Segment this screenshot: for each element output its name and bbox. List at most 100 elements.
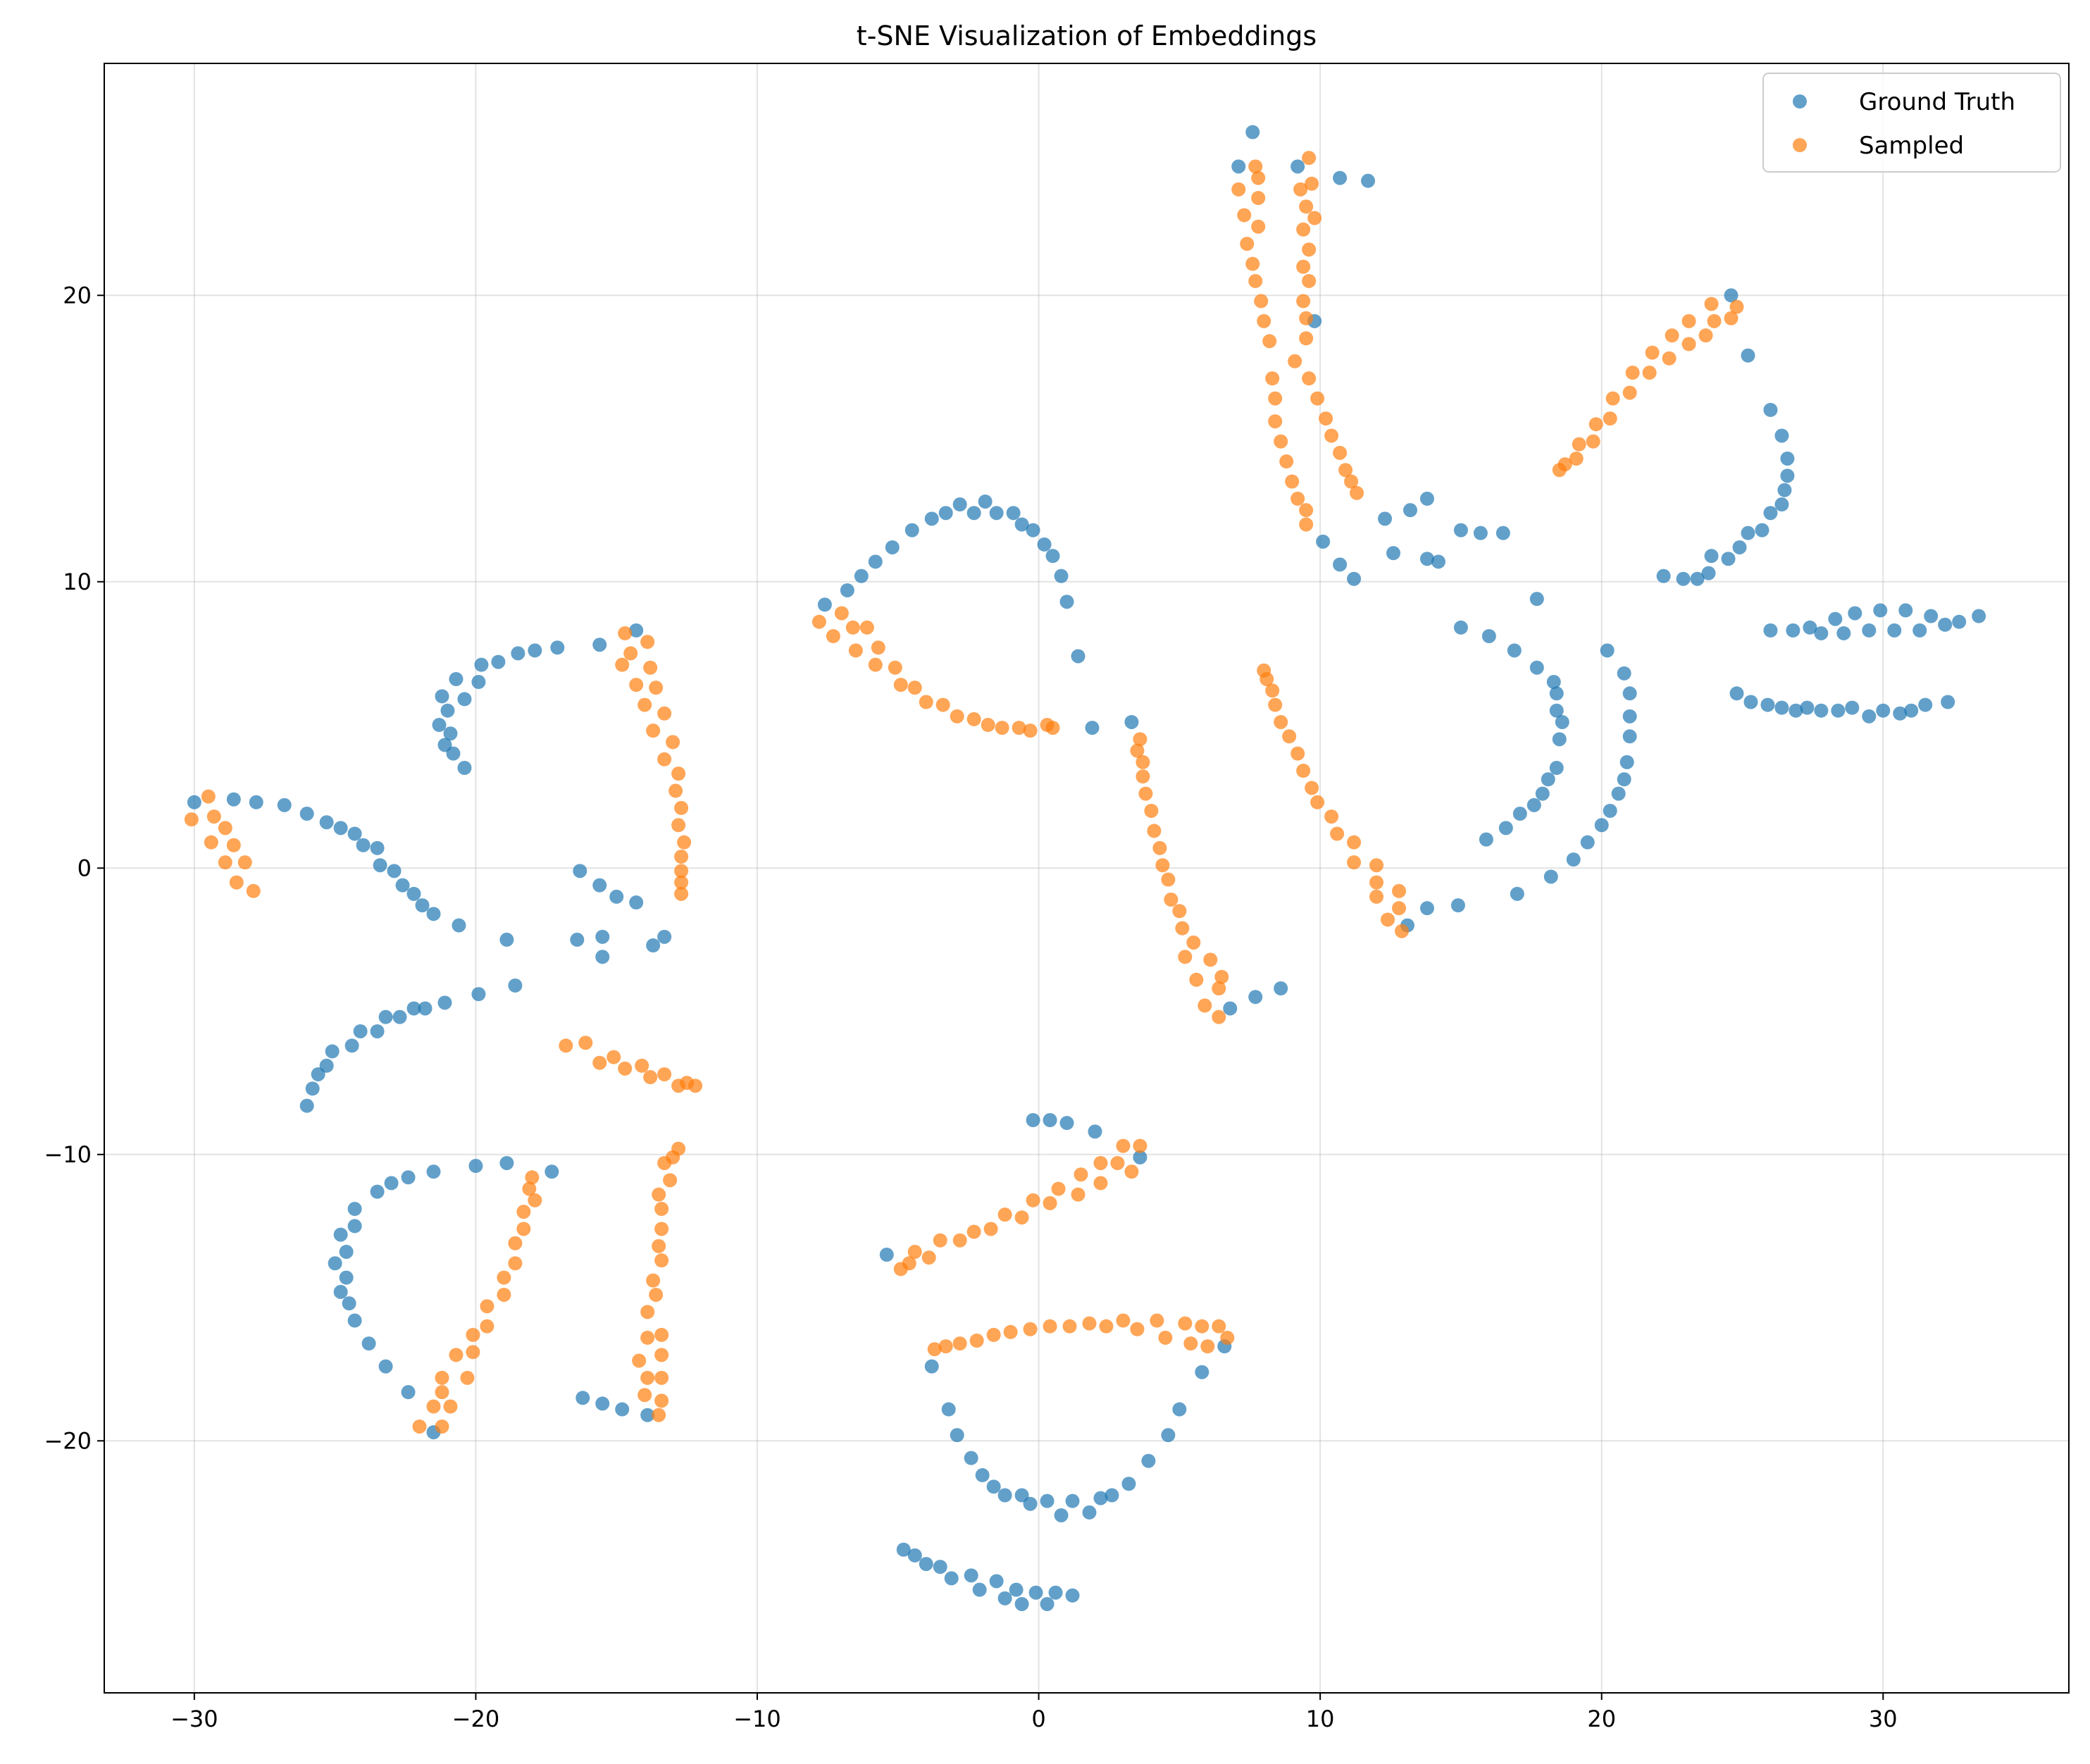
- y-tick-label: −10: [44, 1141, 92, 1168]
- scatter-point: [435, 1370, 449, 1385]
- scatter-point: [1800, 700, 1815, 715]
- scatter-point: [654, 1327, 669, 1342]
- scatter-point: [952, 497, 967, 512]
- scatter-point: [1403, 503, 1418, 518]
- scatter-point: [1952, 614, 1967, 629]
- scatter-point: [1918, 697, 1933, 712]
- scatter-point: [1836, 626, 1851, 640]
- scatter-point: [629, 678, 644, 692]
- scatter-point: [333, 1284, 348, 1299]
- scatter-point: [938, 1339, 953, 1354]
- scatter-point: [508, 1256, 523, 1271]
- scatter-point: [615, 657, 630, 672]
- scatter-point: [1299, 517, 1314, 532]
- scatter-point: [339, 1270, 354, 1285]
- scatter-point: [344, 1038, 359, 1053]
- scatter-point: [1212, 1010, 1226, 1024]
- scatter-point: [978, 494, 993, 509]
- scatter-point: [1704, 549, 1719, 564]
- scatter-point: [902, 1256, 916, 1271]
- scatter-point: [868, 657, 883, 672]
- scatter-point: [1183, 1336, 1198, 1351]
- scatter-point: [1037, 537, 1052, 552]
- axis-ticks: −30 −20 −10 0 10 20 30 −20 −10 0 10 20: [44, 282, 1897, 1732]
- scatter-point: [1231, 159, 1246, 174]
- scatter-point: [443, 726, 458, 741]
- series-0: [187, 125, 1986, 1611]
- scatter-point: [671, 818, 686, 833]
- scatter-point: [1014, 1488, 1029, 1503]
- scatter-point: [1155, 858, 1170, 873]
- scatter-point: [975, 1468, 990, 1483]
- scatter-point: [378, 1359, 393, 1374]
- scatter-point: [460, 1370, 475, 1385]
- scatter-point: [1845, 700, 1860, 715]
- scatter-point: [1333, 170, 1348, 185]
- scatter-point: [1310, 391, 1325, 406]
- scatter-point: [950, 709, 964, 723]
- scatter-point: [1617, 772, 1631, 787]
- scatter-point: [1814, 703, 1829, 718]
- scatter-point: [373, 858, 387, 873]
- scatter-point: [950, 1428, 964, 1443]
- scatter-point: [1093, 1491, 1108, 1505]
- scatter-point: [1656, 569, 1671, 583]
- scatter-point: [1481, 629, 1496, 644]
- scatter-point: [834, 606, 849, 621]
- scatter-point: [449, 1348, 464, 1362]
- scatter-point: [1453, 523, 1468, 538]
- scatter-point: [907, 1548, 922, 1563]
- scatter-point: [1529, 660, 1544, 675]
- scatter-point: [1014, 1210, 1029, 1225]
- scatter-point: [1014, 1596, 1029, 1611]
- scatter-point: [654, 1370, 669, 1385]
- scatter-point: [446, 746, 461, 761]
- scatter-point: [879, 1248, 894, 1262]
- scatter-point: [1023, 1322, 1038, 1336]
- scatter-point: [1645, 345, 1660, 360]
- scatter-point: [811, 614, 826, 629]
- scatter-point: [1124, 1164, 1139, 1179]
- scatter-point: [629, 623, 644, 638]
- scatter-point: [1231, 182, 1246, 197]
- scatter-point: [646, 1273, 661, 1288]
- scatter-point: [1617, 666, 1631, 681]
- scatter-point: [1729, 299, 1744, 314]
- scatter-point: [1893, 706, 1908, 721]
- chart-title: t-SNE Visualization of Embeddings: [857, 20, 1317, 51]
- scatter-point: [370, 840, 385, 855]
- scatter-point: [1479, 832, 1493, 847]
- scatter-point: [1642, 366, 1657, 380]
- scatter-point: [1347, 571, 1362, 586]
- scatter-point: [1265, 683, 1280, 698]
- scatter-point: [885, 540, 900, 554]
- scatter-point: [1611, 786, 1626, 801]
- scatter-point: [1065, 1588, 1080, 1603]
- scatter-point: [1189, 972, 1204, 987]
- scatter-point: [1240, 237, 1255, 251]
- scatter-point: [1777, 483, 1792, 497]
- scatter-point: [1124, 714, 1139, 729]
- scatter-point: [480, 1319, 494, 1334]
- scatter-point: [1105, 1488, 1119, 1503]
- scatter-point: [499, 932, 514, 947]
- scatter-point: [1305, 781, 1319, 795]
- scatter-point: [1619, 754, 1634, 769]
- scatter-point: [1498, 821, 1513, 836]
- scatter-point: [1040, 1596, 1055, 1611]
- scatter-point: [840, 583, 854, 597]
- scatter-point: [384, 1176, 399, 1191]
- scatter-point: [1741, 348, 1755, 363]
- scatter-point: [1392, 883, 1407, 898]
- scatter-point: [972, 1582, 987, 1597]
- scatter-point: [871, 640, 885, 655]
- scatter-point: [1279, 454, 1294, 469]
- scatter-point: [471, 675, 486, 690]
- scatter-point: [1220, 1330, 1235, 1345]
- scatter-point: [1803, 620, 1817, 635]
- scatter-point: [1147, 824, 1162, 838]
- scatter-point: [328, 1256, 342, 1271]
- scatter-point: [674, 886, 689, 901]
- scatter-point: [1333, 445, 1348, 460]
- scatter-point: [1324, 809, 1339, 824]
